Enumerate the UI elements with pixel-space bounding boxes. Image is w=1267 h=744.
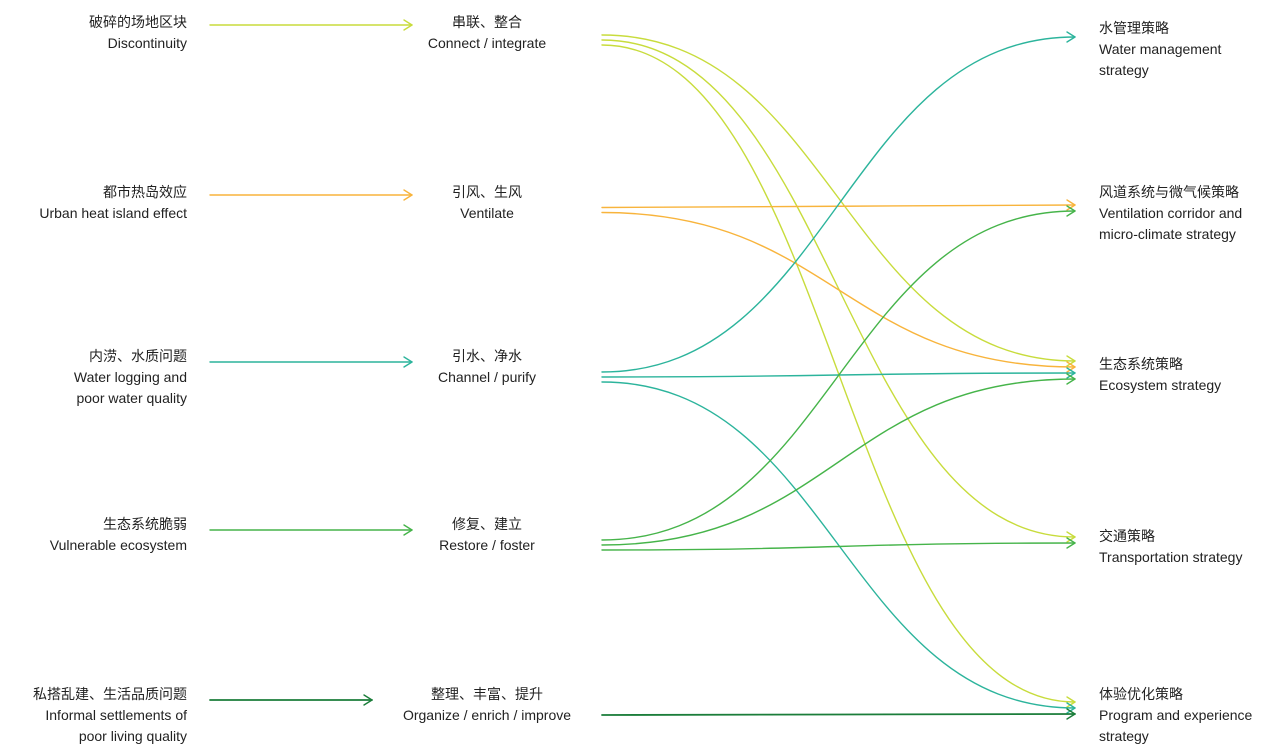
action-label-cn: 修复、建立 — [452, 516, 522, 532]
strategy-program-experience: 体验优化策略 Program and experience strategy — [1099, 684, 1252, 744]
problem-label-en: Vulnerable ecosystem — [49, 537, 187, 553]
strategy-transportation: 交通策略 Transportation strategy — [1099, 526, 1242, 568]
action-strategy-link — [601, 34, 1076, 362]
arrow-head — [1066, 205, 1076, 217]
action-label-en: Connect / integrate — [427, 35, 547, 51]
action-ventilate: 引风、生风 Ventilate — [367, 182, 607, 224]
arrow-head — [403, 19, 413, 31]
action-label-cn: 串联、整合 — [452, 14, 522, 30]
arrow-head — [403, 356, 413, 368]
action-strategy-link — [601, 210, 1076, 541]
strategy-label-cn: 体验优化策略 — [1099, 686, 1183, 702]
problem-label-cn: 都市热岛效应 — [103, 184, 187, 200]
action-strategy-link — [601, 36, 1076, 373]
action-label-en: Organize / enrich / improve — [402, 707, 572, 723]
action-strategy-link — [601, 204, 1076, 209]
problem-discontinuity: 破碎的场地区块 Discontinuity — [89, 12, 187, 54]
problem-label-en: Informal settlements of — [45, 707, 187, 723]
strategy-label-en: Ecosystem strategy — [1099, 377, 1222, 393]
action-restore-foster: 修复、建立 Restore / foster — [367, 514, 607, 556]
action-strategy-link — [601, 44, 1076, 703]
strategy-label-en-line2: strategy — [1099, 728, 1149, 744]
action-label-en: Restore / foster — [439, 537, 535, 553]
problem-urban-heat-island: 都市热岛效应 Urban heat island effect — [39, 182, 187, 224]
strategy-label-cn: 风道系统与微气候策略 — [1099, 184, 1239, 200]
action-strategy-link — [601, 211, 1076, 368]
strategy-label-en: Program and experience — [1099, 707, 1253, 723]
action-label-cn: 引水、净水 — [452, 348, 522, 364]
action-strategy-link — [601, 381, 1076, 709]
strategy-label-cn: 水管理策略 — [1099, 20, 1169, 36]
problem-label-en-line2: poor living quality — [78, 728, 187, 744]
action-label-en: Ventilate — [460, 205, 514, 221]
strategy-ventilation-microclimate: 风道系统与微气候策略 Ventilation corridor and micr… — [1099, 182, 1242, 245]
strategy-label-en-line2: strategy — [1099, 62, 1149, 78]
arrow-head — [1066, 537, 1076, 549]
arrow-head — [403, 524, 413, 536]
arrow-head — [1066, 31, 1076, 43]
strategy-label-en: Ventilation corridor and — [1099, 205, 1243, 221]
problem-label-en: Urban heat island effect — [39, 205, 187, 221]
problem-label-cn: 私搭乱建、生活品质问题 — [33, 686, 187, 702]
action-strategy-link — [601, 378, 1076, 546]
strategy-water-management: 水管理策略 Water management strategy — [1099, 18, 1221, 81]
problem-label-cn: 内涝、水质问题 — [89, 348, 187, 364]
action-label-cn: 整理、丰富、提升 — [431, 686, 543, 702]
problem-informal-settlements: 私搭乱建、生活品质问题 Informal settlements of poor… — [33, 684, 187, 744]
problem-label-en-line2: poor water quality — [76, 390, 187, 406]
problem-label-cn: 生态系统脆弱 — [103, 516, 187, 532]
problem-label-cn: 破碎的场地区块 — [89, 14, 187, 30]
problem-water-logging: 内涝、水质问题 Water logging and poor water qua… — [74, 346, 187, 409]
strategy-label-cn: 交通策略 — [1099, 528, 1155, 544]
action-strategy-link — [601, 542, 1076, 551]
problem-vulnerable-ecosystem: 生态系统脆弱 Vulnerable ecosystem — [50, 514, 187, 556]
action-channel-purify: 引水、净水 Channel / purify — [367, 346, 607, 388]
action-strategy-link — [601, 39, 1076, 538]
strategy-ecosystem: 生态系统策略 Ecosystem strategy — [1099, 354, 1221, 396]
problem-label-en: Water logging and — [73, 369, 187, 385]
strategy-label-cn: 生态系统策略 — [1099, 356, 1183, 372]
arrow-head — [1066, 373, 1076, 385]
arrow-head — [403, 189, 413, 201]
arrow-head — [363, 694, 373, 706]
action-strategy-link — [601, 713, 1076, 716]
action-label-en: Channel / purify — [437, 369, 537, 385]
strategy-label-en: Water management — [1099, 41, 1222, 57]
strategy-label-en: Transportation strategy — [1099, 549, 1243, 565]
action-label-cn: 引风、生风 — [452, 184, 522, 200]
arrow-head — [1066, 708, 1076, 720]
strategy-label-en-line2: micro-climate strategy — [1099, 226, 1236, 242]
problem-label-en: Discontinuity — [107, 35, 187, 51]
action-organize-enrich-improve: 整理、丰富、提升 Organize / enrich / improve — [367, 684, 607, 726]
action-connect-integrate: 串联、整合 Connect / integrate — [367, 12, 607, 54]
